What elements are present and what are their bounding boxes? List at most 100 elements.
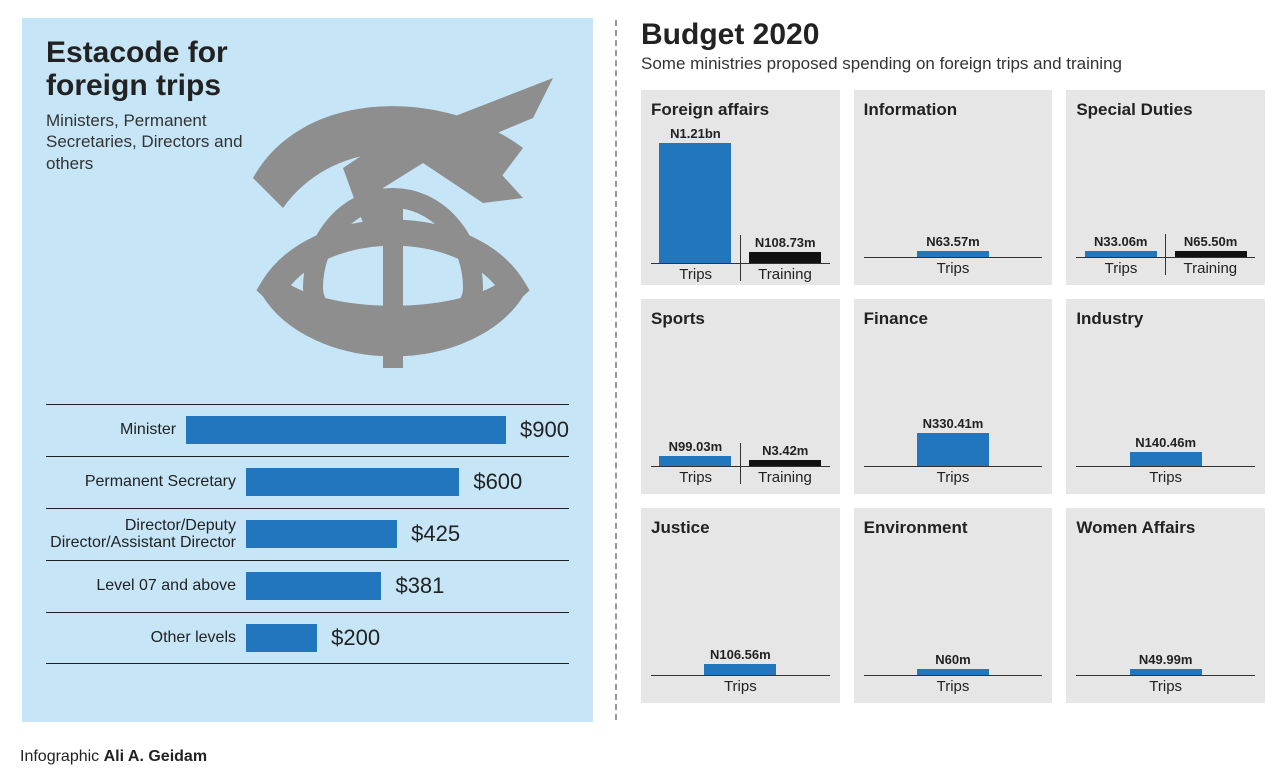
estacode-row-bar <box>246 520 397 548</box>
estacode-row: Level 07 and above $381 <box>46 560 569 612</box>
trips-segment: N60m <box>864 652 1043 675</box>
trips-value: N1.21bn <box>670 126 721 141</box>
ministry-card-chart: N1.21bn N108.73m <box>651 126 830 264</box>
ministry-card-axis: Trips <box>1076 678 1255 695</box>
estacode-row-label: Permanent Secretary <box>46 473 246 491</box>
axis-trips-label: Trips <box>1076 469 1255 486</box>
ministry-card: JusticeN106.56mTrips <box>641 508 840 703</box>
ministry-card: Industry N140.46m Trips <box>1066 299 1265 494</box>
credit-line: Infographic Ali A. Geidam <box>20 748 207 766</box>
training-bar <box>749 460 821 466</box>
trips-segment: N1.21bn <box>651 126 740 263</box>
ministry-card-chart: N99.03m N3.42m <box>651 335 830 467</box>
ministry-card: Foreign affairsN1.21bnN108.73mTripsTrain… <box>641 90 840 285</box>
trips-value: N140.46m <box>1135 435 1196 450</box>
training-bar <box>749 252 821 263</box>
estacode-row-value: $381 <box>395 573 444 599</box>
estacode-row-bar <box>246 624 317 652</box>
estacode-row-track: $600 <box>246 468 569 496</box>
estacode-row-value: $600 <box>473 469 522 495</box>
trips-segment: N33.06m <box>1076 234 1165 257</box>
training-value: N65.50m <box>1184 234 1237 249</box>
training-segment: N3.42m <box>740 443 830 484</box>
trips-segment: N330.41m <box>864 416 1043 466</box>
estacode-row-label: Level 07 and above <box>46 577 246 595</box>
trips-bar <box>659 456 731 466</box>
credit-prefix: Infographic <box>20 748 104 765</box>
estacode-row-track: $200 <box>246 624 569 652</box>
ministry-card: SportsN99.03mN3.42mTripsTraining <box>641 299 840 494</box>
estacode-row-value: $900 <box>520 417 569 443</box>
axis-trips-label: Trips <box>1076 678 1255 695</box>
trips-value: N63.57m <box>926 234 979 249</box>
right-panel: Budget 2020 Some ministries proposed spe… <box>617 0 1287 740</box>
training-value: N108.73m <box>755 235 816 250</box>
left-title-line1: Estacode for <box>46 36 228 69</box>
trips-bar <box>659 143 731 263</box>
ministry-card-title: Foreign affairs <box>651 100 830 120</box>
ministry-card-chart: N33.06m N65.50m <box>1076 126 1255 258</box>
ministry-card-axis: Trips <box>864 469 1043 486</box>
ministry-card: Finance N330.41m Trips <box>854 299 1053 494</box>
ministry-card-title: Finance <box>864 309 1043 329</box>
training-bar <box>1175 251 1247 257</box>
left-inner: Estacode for foreign trips Ministers, Pe… <box>22 18 593 722</box>
axis-trips-label: Trips <box>864 260 1043 277</box>
ministry-card-axis: Trips <box>651 678 830 695</box>
trips-value: N49.99m <box>1139 652 1192 667</box>
trips-value: N60m <box>935 652 970 667</box>
trips-bar <box>704 664 776 675</box>
trips-bar <box>1130 452 1202 466</box>
training-segment: N65.50m <box>1165 234 1255 275</box>
credit-name: Ali A. Geidam <box>104 748 207 765</box>
globe-plane-icon <box>223 28 563 368</box>
trips-bar <box>917 251 989 257</box>
trips-bar <box>1085 251 1157 257</box>
ministry-card-axis: Trips <box>864 678 1043 695</box>
ministry-card: EnvironmentN60mTrips <box>854 508 1053 703</box>
ministry-card-chart: N330.41m <box>864 335 1043 467</box>
axis-trips-label: Trips <box>864 678 1043 695</box>
training-segment: N108.73m <box>740 235 830 281</box>
estacode-row: Other levels$200 <box>46 612 569 664</box>
right-title: Budget 2020 <box>641 18 1265 52</box>
estacode-row-value: $425 <box>411 521 460 547</box>
ministry-card-title: Special Duties <box>1076 100 1255 120</box>
ministry-card-title: Justice <box>651 518 830 538</box>
infographic-wrap: Estacode for foreign trips Ministers, Pe… <box>0 0 1287 740</box>
trips-value: N330.41m <box>923 416 984 431</box>
axis-trips-label: Trips <box>864 469 1043 486</box>
ministry-card-title: Sports <box>651 309 830 329</box>
ministry-card-chart: N60m <box>864 544 1043 676</box>
ministry-card-chart: N49.99m <box>1076 544 1255 676</box>
left-panel: Estacode for foreign trips Ministers, Pe… <box>0 0 615 740</box>
training-value: N3.42m <box>762 443 808 458</box>
ministry-card-chart: N140.46m <box>1076 335 1255 467</box>
estacode-row-bar <box>246 468 459 496</box>
axis-trips-label: Trips <box>1076 260 1165 277</box>
estacode-row-bar <box>186 416 506 444</box>
trips-value: N99.03m <box>669 439 722 454</box>
estacode-row: Minister $900 <box>46 404 569 456</box>
trips-bar <box>917 669 989 675</box>
ministry-card-title: Women Affairs <box>1076 518 1255 538</box>
estacode-row-bar <box>246 572 381 600</box>
ministry-card: Special DutiesN33.06mN65.50mTripsTrainin… <box>1066 90 1265 285</box>
trips-segment: N63.57m <box>864 234 1043 257</box>
trips-value: N33.06m <box>1094 234 1147 249</box>
trips-segment: N49.99m <box>1076 652 1255 675</box>
ministry-card-title: Industry <box>1076 309 1255 329</box>
axis-trips-label: Trips <box>651 678 830 695</box>
ministry-card-axis: Trips <box>864 260 1043 277</box>
trips-bar <box>1130 669 1202 675</box>
ministry-grid: Foreign affairsN1.21bnN108.73mTripsTrain… <box>641 90 1265 703</box>
estacode-row-label: Minister <box>46 421 186 439</box>
estacode-row-label: Other levels <box>46 629 246 647</box>
axis-trips-label: Trips <box>651 469 740 486</box>
trips-bar <box>917 433 989 466</box>
estacode-row-track: $381 <box>246 572 569 600</box>
ministry-card-title: Information <box>864 100 1043 120</box>
left-title-line2: foreign trips <box>46 69 221 102</box>
trips-segment: N99.03m <box>651 439 740 466</box>
ministry-card-chart: N63.57m <box>864 126 1043 258</box>
